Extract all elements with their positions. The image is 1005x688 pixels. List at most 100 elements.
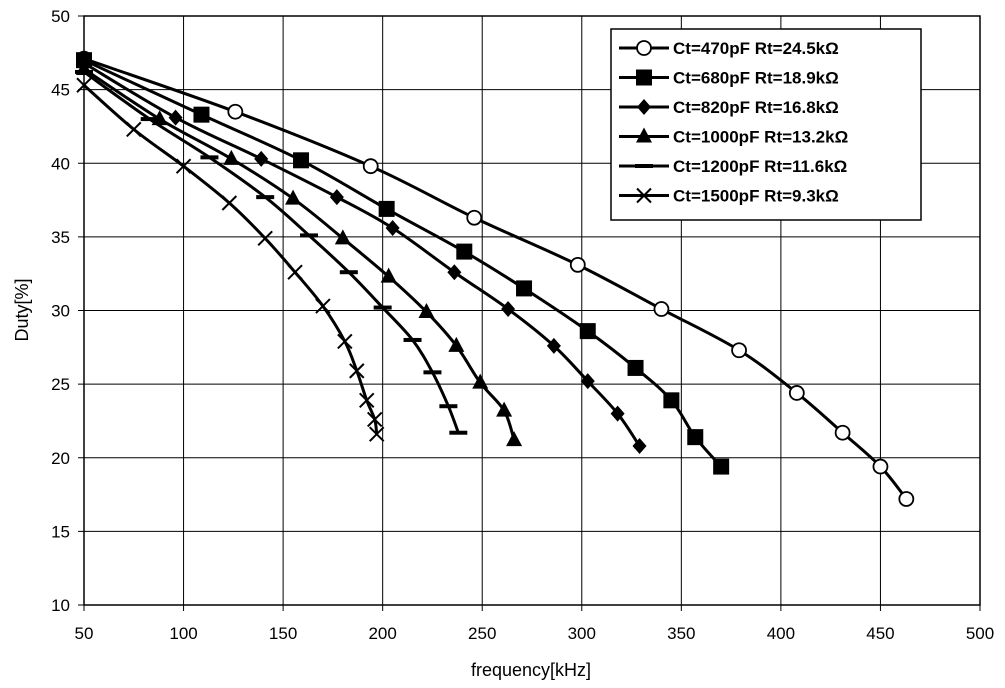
series-group bbox=[75, 50, 915, 507]
data-point bbox=[380, 267, 397, 283]
legend-marker bbox=[636, 127, 652, 143]
y-tick-label: 15 bbox=[51, 522, 70, 541]
legend-box bbox=[610, 28, 922, 221]
y-tick-label: 45 bbox=[51, 81, 70, 100]
data-point bbox=[257, 230, 273, 247]
x-marker-stroke bbox=[366, 411, 383, 428]
data-point bbox=[334, 229, 351, 245]
data-point bbox=[227, 103, 244, 120]
x-marker-stroke bbox=[337, 333, 353, 350]
y-axis-label: Duty[%] bbox=[12, 278, 32, 341]
x-tick-label: 400 bbox=[767, 624, 795, 643]
y-tick-label: 35 bbox=[51, 228, 70, 247]
data-point bbox=[580, 373, 595, 390]
legend-label: Ct=1500pF Rt=9.3kΩ bbox=[673, 187, 839, 206]
data-point bbox=[423, 370, 442, 375]
x-tick-label: 450 bbox=[866, 624, 894, 643]
y-tick-label: 50 bbox=[51, 7, 70, 26]
data-point bbox=[632, 437, 647, 454]
data-point bbox=[653, 301, 670, 317]
x-marker-stroke bbox=[126, 121, 142, 138]
data-point bbox=[168, 109, 183, 126]
data-point bbox=[254, 150, 269, 167]
data-point bbox=[663, 392, 680, 409]
data-point bbox=[385, 220, 400, 237]
data-point bbox=[448, 336, 465, 352]
data-point bbox=[140, 117, 159, 122]
data-point bbox=[362, 158, 379, 175]
data-point bbox=[329, 189, 344, 206]
data-point bbox=[569, 256, 586, 273]
x-marker-stroke bbox=[287, 264, 303, 280]
series-3 bbox=[77, 55, 647, 454]
legend-marker bbox=[637, 99, 651, 115]
y-tick-label: 25 bbox=[51, 375, 70, 394]
data-point bbox=[223, 149, 240, 165]
data-point bbox=[368, 426, 385, 442]
data-point bbox=[447, 264, 462, 281]
x-axis-label: frequency[kHz] bbox=[471, 660, 591, 680]
data-point bbox=[339, 270, 358, 275]
y-tick-label: 30 bbox=[51, 302, 70, 321]
legend-item: Ct=470pF Rt=24.5kΩ bbox=[619, 39, 839, 58]
data-point bbox=[466, 209, 483, 226]
x-marker-stroke bbox=[175, 158, 192, 174]
data-point bbox=[627, 359, 644, 376]
data-point bbox=[293, 152, 310, 169]
data-point bbox=[349, 363, 365, 379]
data-point bbox=[418, 302, 435, 318]
x-marker-stroke bbox=[636, 187, 652, 204]
legend-item: Ct=1500pF Rt=9.3kΩ bbox=[619, 187, 839, 206]
data-point bbox=[378, 200, 395, 217]
series-line bbox=[83, 70, 460, 434]
data-point bbox=[872, 458, 889, 475]
series-6 bbox=[76, 77, 385, 442]
x-marker-stroke bbox=[368, 426, 385, 442]
data-point bbox=[731, 342, 747, 359]
legend-marker bbox=[636, 69, 652, 86]
data-point bbox=[456, 243, 473, 260]
x-tick-label: 200 bbox=[368, 624, 396, 643]
data-point bbox=[449, 430, 468, 435]
legend-label: Ct=470pF Rt=24.5kΩ bbox=[673, 39, 839, 58]
legend-marker bbox=[636, 40, 652, 56]
legend-label: Ct=1000pF Rt=13.2kΩ bbox=[673, 128, 848, 147]
data-point bbox=[175, 158, 192, 174]
legend-label: Ct=820pF Rt=16.8kΩ bbox=[673, 98, 839, 117]
axes bbox=[78, 15, 981, 611]
data-point bbox=[834, 424, 851, 441]
data-point bbox=[337, 333, 353, 350]
data-point bbox=[373, 305, 392, 310]
data-point bbox=[315, 298, 331, 314]
data-point bbox=[472, 373, 489, 389]
legend-item: Ct=1200pF Rt=11.6kΩ bbox=[619, 157, 847, 176]
y-tick-label: 20 bbox=[51, 449, 70, 468]
data-point bbox=[359, 392, 375, 409]
legend-marker bbox=[636, 187, 652, 204]
x-tick-label: 150 bbox=[269, 624, 297, 643]
data-point bbox=[287, 264, 303, 280]
series-2 bbox=[76, 52, 730, 475]
x-marker-stroke bbox=[315, 298, 331, 314]
y-tick-label: 10 bbox=[51, 596, 70, 615]
data-point bbox=[610, 405, 625, 422]
legend: Ct=470pF Rt=24.5kΩ Ct=680pF Rt=18.9kΩ Ct=8… bbox=[610, 28, 922, 221]
data-point bbox=[193, 106, 210, 123]
data-point bbox=[516, 280, 533, 297]
x-tick-label: 300 bbox=[568, 624, 596, 643]
x-marker-stroke bbox=[349, 363, 365, 379]
y-tick-label: 40 bbox=[51, 154, 70, 173]
data-point bbox=[687, 429, 704, 446]
x-tick-label: 500 bbox=[966, 624, 994, 643]
legend-item: Ct=1000pF Rt=13.2kΩ bbox=[619, 127, 848, 147]
legend-item: Ct=680pF Rt=18.9kΩ bbox=[619, 69, 839, 88]
x-marker-stroke bbox=[359, 392, 375, 409]
data-point bbox=[126, 121, 142, 138]
data-point bbox=[256, 195, 275, 200]
data-point bbox=[221, 195, 238, 211]
data-point bbox=[439, 404, 458, 409]
x-marker-stroke bbox=[221, 195, 238, 211]
legend-item: Ct=820pF Rt=16.8kΩ bbox=[619, 98, 839, 117]
legend-label: Ct=1200pF Rt=11.6kΩ bbox=[673, 157, 847, 176]
